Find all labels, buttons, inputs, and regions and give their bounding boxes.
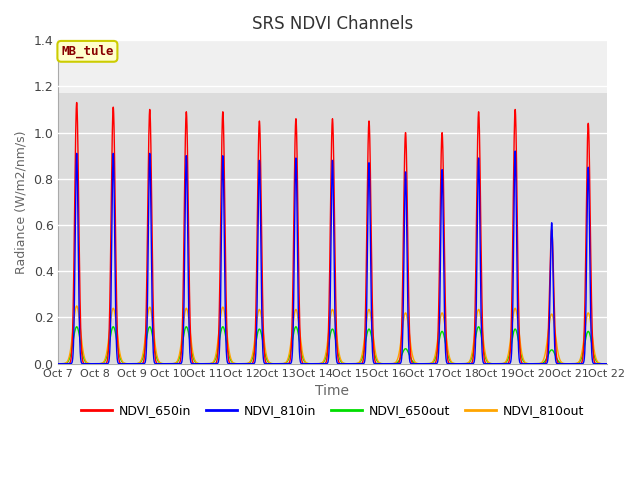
NDVI_810out bbox=[603, 361, 611, 367]
Text: MB_tule: MB_tule bbox=[61, 45, 114, 58]
NDVI_810out bbox=[166, 361, 174, 367]
NDVI_650in bbox=[54, 361, 62, 367]
NDVI_650in bbox=[260, 336, 268, 341]
NDVI_650out bbox=[260, 343, 268, 349]
NDVI_650out bbox=[172, 360, 180, 366]
NDVI_650in bbox=[603, 361, 611, 367]
Legend: NDVI_650in, NDVI_810in, NDVI_650out, NDVI_810out: NDVI_650in, NDVI_810in, NDVI_650out, NDV… bbox=[76, 399, 589, 422]
NDVI_810out bbox=[486, 360, 494, 366]
NDVI_650in bbox=[486, 361, 494, 367]
Y-axis label: Radiance (W/m2/nm/s): Radiance (W/m2/nm/s) bbox=[15, 130, 28, 274]
NDVI_810out bbox=[172, 360, 180, 366]
NDVI_810in bbox=[260, 358, 268, 363]
NDVI_810in bbox=[486, 361, 493, 367]
NDVI_810in bbox=[511, 148, 519, 154]
NDVI_810in bbox=[603, 361, 611, 367]
NDVI_810in bbox=[408, 361, 416, 367]
Line: NDVI_650out: NDVI_650out bbox=[58, 327, 607, 364]
NDVI_810out bbox=[260, 334, 268, 339]
NDVI_650out bbox=[54, 361, 62, 367]
NDVI_650in bbox=[73, 100, 81, 106]
Line: NDVI_810in: NDVI_810in bbox=[58, 151, 607, 364]
NDVI_650in bbox=[408, 360, 416, 365]
NDVI_810out bbox=[601, 361, 609, 367]
NDVI_650out bbox=[486, 360, 494, 366]
NDVI_650out bbox=[166, 361, 174, 367]
NDVI_810in bbox=[166, 361, 173, 367]
NDVI_810out bbox=[408, 351, 416, 357]
NDVI_650in bbox=[172, 361, 180, 367]
NDVI_650in bbox=[166, 361, 174, 367]
Line: NDVI_650in: NDVI_650in bbox=[58, 103, 607, 364]
NDVI_650in bbox=[601, 361, 609, 367]
Title: SRS NDVI Channels: SRS NDVI Channels bbox=[252, 15, 413, 33]
NDVI_650out bbox=[603, 361, 611, 367]
Bar bbox=[58, 40, 607, 93]
X-axis label: Time: Time bbox=[316, 384, 349, 398]
NDVI_650out bbox=[408, 358, 416, 363]
NDVI_650out bbox=[73, 324, 81, 330]
NDVI_810in bbox=[172, 361, 179, 367]
NDVI_810out bbox=[54, 361, 62, 367]
NDVI_810in bbox=[601, 361, 609, 367]
NDVI_650out bbox=[601, 361, 609, 367]
NDVI_810out bbox=[73, 303, 81, 309]
Line: NDVI_810out: NDVI_810out bbox=[58, 306, 607, 364]
NDVI_810in bbox=[54, 361, 62, 367]
